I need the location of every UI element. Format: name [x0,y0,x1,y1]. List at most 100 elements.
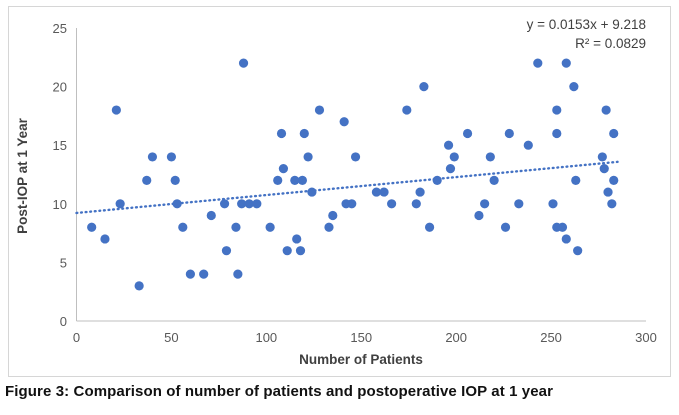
data-point [601,105,611,115]
data-point [379,187,389,197]
y-axis-title: Post-IOP at 1 Year [15,117,30,234]
data-point [219,199,230,209]
data-point [523,140,533,150]
data-point [142,175,152,185]
data-points-layer [87,58,619,291]
y-tick-label: 10 [53,197,67,212]
data-point [231,222,241,232]
data-point [552,128,562,139]
data-point [87,222,97,232]
data-point [252,199,262,209]
data-point [597,152,607,162]
data-point [533,58,543,68]
data-point [297,175,308,185]
data-point [569,82,579,92]
data-point [573,246,583,256]
data-point [462,128,473,139]
data-point [402,105,412,115]
data-point [185,269,195,279]
data-point [607,199,617,209]
data-point [474,210,484,221]
data-point [387,199,397,209]
data-point [238,58,249,68]
data-point [603,187,613,197]
data-point [172,199,182,209]
data-point [206,210,216,221]
figure-caption: Figure 3: Comparison of number of patien… [5,383,554,400]
y-tick-label: 15 [53,138,67,153]
data-point [292,234,302,244]
data-point [449,152,459,162]
data-point [411,199,421,209]
y-tick-label: 0 [60,314,67,329]
data-point [324,222,334,232]
data-point [432,175,442,185]
data-point [170,175,180,185]
data-point [273,175,283,185]
x-tick-label: 50 [164,330,178,345]
trendline-layer [75,160,619,215]
data-point [244,199,254,209]
data-point [347,199,357,209]
trendline-equation-label: y = 0.0153x + 9.218 [527,17,646,32]
data-point [328,210,338,221]
data-point [276,128,287,139]
data-point [371,187,382,197]
data-point [166,152,177,162]
data-point [489,175,499,185]
data-point [445,164,456,174]
x-tick-label: 0 [73,330,80,345]
x-tick-label: 200 [445,330,467,345]
data-point [557,222,568,232]
data-point [599,164,609,174]
data-point [480,199,490,209]
data-point [233,269,243,279]
data-point [424,222,435,232]
x-tick-label: 300 [635,330,657,345]
data-point [265,222,275,232]
data-point [504,128,514,139]
trendline [75,160,619,215]
data-point [609,175,619,185]
data-point [571,175,581,185]
tick-labels-layer: 0 50 100 150 200 250 300 0 5 10 15 20 25 [53,21,657,345]
y-tick-label: 25 [53,21,67,36]
data-point [350,152,361,162]
data-point [199,269,209,279]
y-tick-label: 5 [60,255,67,270]
data-point [290,175,300,185]
data-point [500,222,511,232]
data-point [485,152,495,162]
x-tick-label: 250 [540,330,562,345]
data-point [134,281,144,291]
data-point [115,199,125,209]
data-point [307,187,317,197]
data-point [111,105,121,115]
data-point [221,246,232,256]
x-tick-label: 150 [350,330,372,345]
data-point [178,222,188,232]
data-point [561,234,571,244]
data-point [295,246,306,256]
data-point [147,152,158,162]
data-point [299,128,309,139]
data-point [415,187,425,197]
data-point [548,199,558,209]
data-point [314,105,325,115]
x-axis-title: Number of Patients [299,352,423,367]
y-tick-label: 20 [53,80,67,95]
axes-layer [76,28,646,322]
data-point [552,105,562,115]
data-point [339,117,349,127]
data-point [303,152,313,162]
x-tick-label: 100 [255,330,277,345]
scatter-plot: 0 50 100 150 200 250 300 0 5 10 15 20 25 y = 0.0153x… [15,17,657,367]
data-point [278,164,289,174]
data-point [443,140,454,150]
data-point [282,246,292,256]
data-point [100,234,110,244]
data-point [609,128,619,139]
data-point [514,199,524,209]
scatter-chart-card: 0 50 100 150 200 250 300 0 5 10 15 20 25 y = 0.0153x… [8,6,671,377]
